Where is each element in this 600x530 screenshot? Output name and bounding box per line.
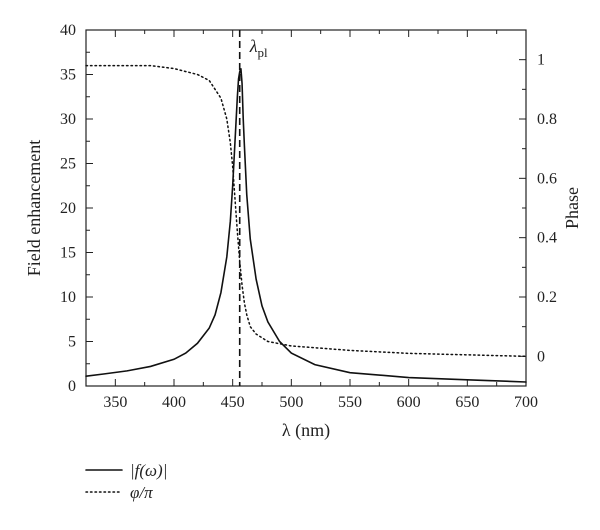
right-y-axis-ticks: 0 0.2 0.4 0.6 0.8 1 (519, 29, 557, 387)
x-tick-label: 650 (455, 394, 479, 411)
x-tick-label: 350 (103, 394, 127, 411)
left-y-tick-label: 20 (60, 200, 76, 217)
lambda-pl-subscript: pl (258, 45, 269, 60)
left-y-tick-label: 5 (68, 334, 76, 351)
right-y-axis-title: Phase (562, 187, 582, 229)
x-axis-ticks: 350 400 450 500 550 600 650 700 (85, 30, 538, 411)
left-y-tick-label: 40 (60, 22, 76, 39)
left-y-tick-label: 25 (60, 156, 76, 173)
plot-border (85, 29, 527, 387)
right-y-tick-label: 0.2 (537, 289, 557, 306)
x-tick-label: 450 (221, 394, 245, 411)
x-tick-label: 550 (338, 394, 362, 411)
plot-frame (85, 29, 527, 387)
annotation-layer: λpl (238, 30, 268, 386)
right-y-tick-label: 0 (537, 348, 545, 365)
series-layer (85, 64, 527, 383)
lambda-pl-symbol: λ (249, 36, 258, 56)
series-line-field-enhancement (85, 68, 527, 383)
left-y-tick-label: 0 (68, 378, 76, 395)
right-y-tick-label: 0.8 (537, 111, 557, 128)
left-y-tick-label: 35 (60, 67, 76, 84)
x-tick-label: 400 (162, 394, 186, 411)
legend: |f(ω)| φ/π (85, 461, 167, 502)
x-tick-label: 600 (397, 394, 421, 411)
left-y-axis-ticks: 0 5 10 15 20 25 30 35 40 (60, 22, 93, 395)
left-y-axis-title: Field enhancement (24, 140, 44, 276)
x-tick-label: 700 (514, 394, 538, 411)
left-y-tick-label: 30 (60, 111, 76, 128)
x-tick-label: 500 (279, 394, 303, 411)
left-y-tick-label: 15 (60, 245, 76, 262)
left-y-tick-label: 10 (60, 289, 76, 306)
x-axis-title: λ (nm) (282, 420, 330, 441)
series-line-phase (85, 64, 527, 358)
right-y-tick-label: 1 (537, 52, 545, 69)
legend-label: |f(ω)| (130, 461, 167, 480)
legend-label: φ/π (130, 483, 153, 502)
right-y-tick-label: 0.4 (537, 230, 557, 247)
right-y-tick-label: 0.6 (537, 170, 557, 187)
lambda-pl-label: λpl (249, 36, 268, 60)
